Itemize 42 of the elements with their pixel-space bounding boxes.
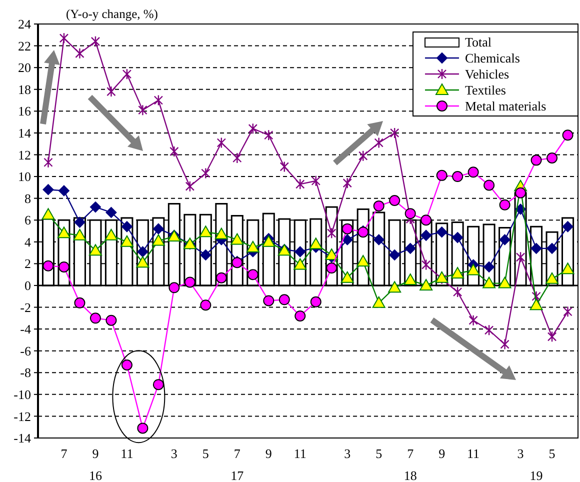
y-tick-label: -10 xyxy=(14,386,31,402)
y-tick-label: 0 xyxy=(24,278,31,294)
y-tick-label: 10 xyxy=(18,169,31,184)
legend-label: Vehicles xyxy=(465,66,510,82)
legend-label: Metal materials xyxy=(465,98,546,114)
x-tick-label: 5 xyxy=(376,446,382,461)
y-tick-label: 22 xyxy=(18,38,31,54)
x-tick-label: 19 xyxy=(530,468,543,482)
x-tick-label: 3 xyxy=(517,446,524,461)
y-axis-title: (Y-o-y change, %) xyxy=(66,7,158,21)
y-tick-label: 18 xyxy=(18,82,31,97)
x-tick-label: 11 xyxy=(467,446,480,461)
y-tick-label: 6 xyxy=(24,212,32,228)
x-tick-label: 9 xyxy=(265,446,272,461)
legend-label: Chemicals xyxy=(465,50,520,66)
y-tick-label: 20 xyxy=(18,60,31,76)
y-tick-label: 16 xyxy=(18,104,32,119)
x-tick-label: 3 xyxy=(344,446,351,461)
legend-label: Total xyxy=(465,34,492,50)
legend-label: Textiles xyxy=(465,82,506,98)
x-tick-label: 3 xyxy=(170,446,178,461)
y-tick-label: -4 xyxy=(20,322,32,337)
y-tick-label: -2 xyxy=(20,300,31,315)
y-tick-label: -14 xyxy=(14,430,32,446)
y-tick-label: 24 xyxy=(18,16,32,32)
y-tick-label: -12 xyxy=(14,408,31,424)
y-tick-label: 14 xyxy=(18,125,32,140)
y-tick-label: 12 xyxy=(18,147,31,162)
x-tick-label: 11 xyxy=(120,446,134,461)
x-tick-label: 9 xyxy=(438,446,446,461)
y-tick-label: 2 xyxy=(24,256,31,272)
y-tick-label: 8 xyxy=(24,190,31,206)
x-tick-label: 7 17 xyxy=(230,446,244,482)
x-tick-label: 7 18 xyxy=(404,446,417,482)
x-tick-label: 9 16 xyxy=(88,446,102,482)
x-tick-label: 11 xyxy=(294,446,306,461)
x-tick-label: 5 xyxy=(548,446,556,461)
x-tick-label: 7 xyxy=(60,446,68,461)
y-tick-label: 4 xyxy=(24,234,32,250)
x-tick-label: 5 xyxy=(202,446,209,461)
y-tick-label: -8 xyxy=(20,365,31,380)
y-tick-label: -6 xyxy=(20,343,32,358)
